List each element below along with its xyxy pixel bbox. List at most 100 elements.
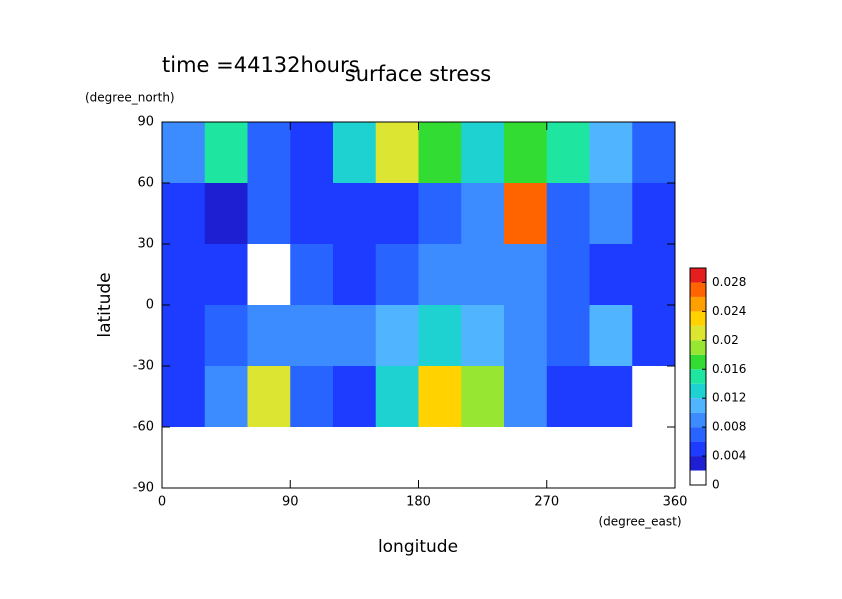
field-cell xyxy=(461,244,505,306)
subtitle: time =44132hours xyxy=(162,53,360,77)
field-cell xyxy=(290,122,334,184)
colorbar-tick-label: 0.024 xyxy=(712,304,746,318)
chart-title: surface stress xyxy=(345,62,491,86)
field-cell xyxy=(589,244,633,306)
field-cell xyxy=(162,244,206,306)
field-cell xyxy=(418,244,462,306)
field-cell xyxy=(247,366,291,428)
field-cell xyxy=(504,122,548,184)
colorbar-frame xyxy=(689,267,707,486)
colorbar-segment xyxy=(690,369,706,384)
colorbar-segment xyxy=(690,282,706,297)
field-cell xyxy=(375,366,419,428)
field-cell xyxy=(418,366,462,428)
field-cell xyxy=(333,427,377,489)
field-cell xyxy=(290,183,334,245)
field-cell xyxy=(162,122,206,184)
field-cell xyxy=(247,244,291,306)
colorbar-segment xyxy=(690,268,706,283)
x-tick-label: 180 xyxy=(406,495,431,510)
field-cell xyxy=(204,183,248,245)
y-label: latitude xyxy=(95,272,115,337)
field-cell xyxy=(461,183,505,245)
field-cell xyxy=(546,183,590,245)
field-cell xyxy=(589,427,633,489)
field-cell xyxy=(375,183,419,245)
field-cell xyxy=(375,244,419,306)
field-cell xyxy=(162,305,206,367)
field-cell xyxy=(333,122,377,184)
colorbar-segment xyxy=(690,354,706,370)
field-cell xyxy=(546,427,590,489)
y-tick-label: 90 xyxy=(137,115,154,130)
field-cell xyxy=(461,366,505,428)
field-cell xyxy=(247,122,291,184)
colorbar-tick-label: 0.012 xyxy=(712,391,746,405)
field-cell xyxy=(632,427,676,489)
field-cell xyxy=(504,427,548,489)
y-tick-label: 30 xyxy=(137,237,154,252)
colorbar-segment xyxy=(690,470,706,485)
colorbar-segment xyxy=(690,311,706,326)
colorbar-tick-label: 0.008 xyxy=(712,420,746,434)
field-cell xyxy=(504,305,548,367)
y-tick-label: -30 xyxy=(133,359,154,374)
field-cell xyxy=(375,427,419,489)
field-cell xyxy=(162,427,206,489)
x-tick-label: 270 xyxy=(534,495,559,510)
field-cell xyxy=(204,122,248,184)
field-cell xyxy=(461,122,505,184)
colorbar-tick-label: 0 xyxy=(712,478,720,492)
field-cell xyxy=(546,244,590,306)
x-unit: (degree_east) xyxy=(598,515,681,529)
field-cell xyxy=(546,305,590,367)
field-cell xyxy=(461,427,505,489)
colorbar-segment xyxy=(690,427,706,442)
field-cell xyxy=(375,122,419,184)
field-cell xyxy=(589,366,633,428)
field-cell xyxy=(290,366,334,428)
colorbar-tick-label: 0.004 xyxy=(712,449,746,463)
field-cell xyxy=(632,183,676,245)
colorbar-tick-label: 0.016 xyxy=(712,362,746,376)
field-cell xyxy=(632,366,676,428)
field-cell xyxy=(333,183,377,245)
field-cell xyxy=(504,183,548,245)
field-cell xyxy=(632,305,676,367)
field-cell xyxy=(589,122,633,184)
field-cell xyxy=(204,366,248,428)
colorbar-tick-label: 0.028 xyxy=(712,275,746,289)
x-tick-label: 360 xyxy=(663,495,688,510)
field-cell xyxy=(290,427,334,489)
y-tick-label: 0 xyxy=(146,298,154,313)
y-unit: (degree_north) xyxy=(85,91,175,105)
field-cell xyxy=(204,427,248,489)
field-cell xyxy=(632,244,676,306)
field-cell xyxy=(290,305,334,367)
field-cell xyxy=(333,366,377,428)
field-cell xyxy=(375,305,419,367)
field-cell xyxy=(418,427,462,489)
field-cell xyxy=(504,366,548,428)
colorbar-segment xyxy=(690,456,706,471)
field-cell xyxy=(162,366,206,428)
field-cell xyxy=(589,305,633,367)
field-cell xyxy=(162,183,206,245)
field-cell xyxy=(333,305,377,367)
colorbar-tick-label: 0.02 xyxy=(712,333,739,347)
colorbar-segment xyxy=(690,296,706,312)
field-cell xyxy=(504,244,548,306)
y-tick-label: -60 xyxy=(133,420,154,435)
y-tick-label: -90 xyxy=(133,481,154,496)
field-cell xyxy=(546,122,590,184)
colorbar-segment xyxy=(690,441,706,457)
x-tick-label: 90 xyxy=(282,495,299,510)
field-cell xyxy=(290,244,334,306)
field-cell xyxy=(418,122,462,184)
field-cell xyxy=(632,122,676,184)
field-cell xyxy=(333,244,377,306)
field-cell xyxy=(461,305,505,367)
colorbar-segment xyxy=(690,412,706,428)
field-cell xyxy=(247,305,291,367)
